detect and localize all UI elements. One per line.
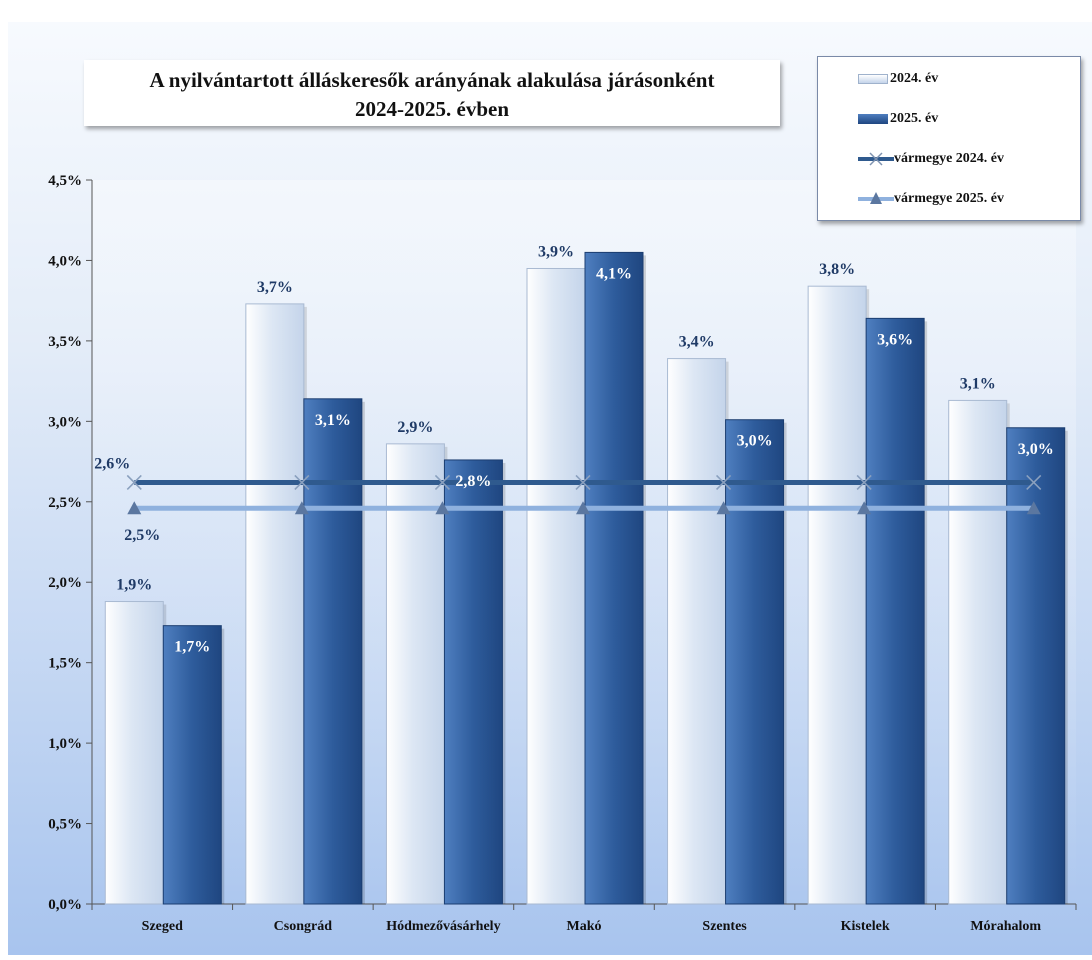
x-tick-label: Makó xyxy=(567,919,602,934)
data-label-2024: 2,9% xyxy=(397,419,433,436)
legend-item-2024: 2024. év xyxy=(858,69,938,89)
x-marker xyxy=(294,474,310,491)
bar-2025 xyxy=(865,317,925,905)
legend-marker-county-2025 xyxy=(858,192,894,204)
chart-title: A nyilvántartott álláskeresők arányának … xyxy=(84,60,780,126)
data-label-2025: 1,7% xyxy=(174,639,210,656)
legend-label-2025: 2025. év xyxy=(890,111,939,126)
data-label-2024: 3,8% xyxy=(819,261,855,278)
data-label-2024: 3,1% xyxy=(960,375,996,392)
chart-legend: 2024. év 2025. év vármegye 2024. év várm… xyxy=(817,56,1081,221)
x-tick-label: Hódmezővásárhely xyxy=(386,919,500,934)
triangle-marker xyxy=(857,501,872,515)
y-tick-label: 2,5% xyxy=(48,495,82,511)
data-label-2025: 3,0% xyxy=(737,433,773,450)
x-marker xyxy=(434,474,450,491)
triangle-marker xyxy=(294,501,309,515)
data-label-2025: 3,0% xyxy=(1018,441,1054,458)
x-marker-stroke xyxy=(126,474,142,491)
data-label-2025: 4,1% xyxy=(596,265,632,282)
x-marker xyxy=(1026,474,1042,491)
bar-2025 xyxy=(162,625,222,905)
x-marker xyxy=(575,474,591,491)
y-tick-label: 3,5% xyxy=(48,334,82,350)
chart-title-line-1: A nyilvántartott álláskeresők arányának … xyxy=(149,68,715,92)
bar-2024 xyxy=(245,303,305,905)
bar-2024 xyxy=(385,443,445,905)
y-tick-label: 1,5% xyxy=(48,656,82,672)
data-label-2025: 3,1% xyxy=(315,412,351,429)
bar-2025 xyxy=(584,251,644,905)
data-label-2024: 3,4% xyxy=(679,334,715,351)
triangle-marker xyxy=(576,501,590,515)
legend-item-2025: 2025. év xyxy=(858,109,938,129)
bar-2025 xyxy=(443,459,503,905)
legend-swatch-2024 xyxy=(858,74,888,84)
chart-title-line-2: 2024-2025. évben xyxy=(355,97,509,121)
legend-label-county-2024: vármegye 2024. év xyxy=(894,151,1005,166)
triangle-marker xyxy=(1026,501,1041,515)
legend-marker-county-2024 xyxy=(858,152,894,166)
x-marker xyxy=(856,474,872,491)
y-tick-label: 0,5% xyxy=(48,817,82,833)
triangle-marker xyxy=(435,501,450,515)
bar-2025 xyxy=(1006,427,1066,905)
data-label-2024: 1,9% xyxy=(116,577,152,594)
triangle-marker xyxy=(127,501,142,515)
x-marker xyxy=(716,474,732,491)
x-tick-label: Szentes xyxy=(702,919,747,934)
x-marker-stroke xyxy=(856,474,872,491)
legend-swatch-2025 xyxy=(858,114,888,124)
bar-2025 xyxy=(725,419,785,905)
data-label-2024: 3,7% xyxy=(257,279,293,296)
x-tick-label: Kistelek xyxy=(841,919,890,934)
legend-label-2024: 2024. év xyxy=(890,71,939,86)
y-tick-label: 0,0% xyxy=(48,897,82,913)
bar-2024 xyxy=(104,601,164,905)
bar-2024 xyxy=(667,358,727,905)
x-marker-stroke xyxy=(575,474,591,491)
x-marker-stroke xyxy=(716,474,732,491)
bar-2024 xyxy=(526,267,586,905)
data-label-2025: 3,6% xyxy=(877,331,913,348)
y-tick-label: 2,0% xyxy=(48,575,82,591)
triangle-marker xyxy=(716,501,731,515)
legend-label-county-2025: vármegye 2025. év xyxy=(894,191,1005,206)
bar-2024 xyxy=(807,285,867,905)
data-label-2025: 2,8% xyxy=(455,473,491,490)
x-marker-stroke xyxy=(434,474,450,491)
x-tick-label: Mórahalom xyxy=(970,919,1041,934)
y-tick-label: 1,0% xyxy=(48,736,82,752)
x-marker-stroke xyxy=(1026,474,1042,491)
bar-2024 xyxy=(948,399,1008,905)
legend-item-county-2024: vármegye 2024. év xyxy=(858,149,1004,169)
y-tick-label: 4,0% xyxy=(48,253,82,269)
y-tick-label: 3,0% xyxy=(48,414,82,430)
county-label-2024: 2,6% xyxy=(94,455,130,472)
bar-2025 xyxy=(303,398,363,905)
x-tick-label: Csongrád xyxy=(274,919,333,934)
county-label-2025: 2,5% xyxy=(124,527,160,544)
legend-item-county-2025: vármegye 2025. év xyxy=(858,189,1004,209)
x-tick-label: Szeged xyxy=(142,919,183,934)
y-tick-label: 4,5% xyxy=(48,173,82,189)
x-marker xyxy=(126,474,142,491)
data-label-2024: 3,9% xyxy=(538,243,574,260)
x-marker-stroke xyxy=(294,474,310,491)
